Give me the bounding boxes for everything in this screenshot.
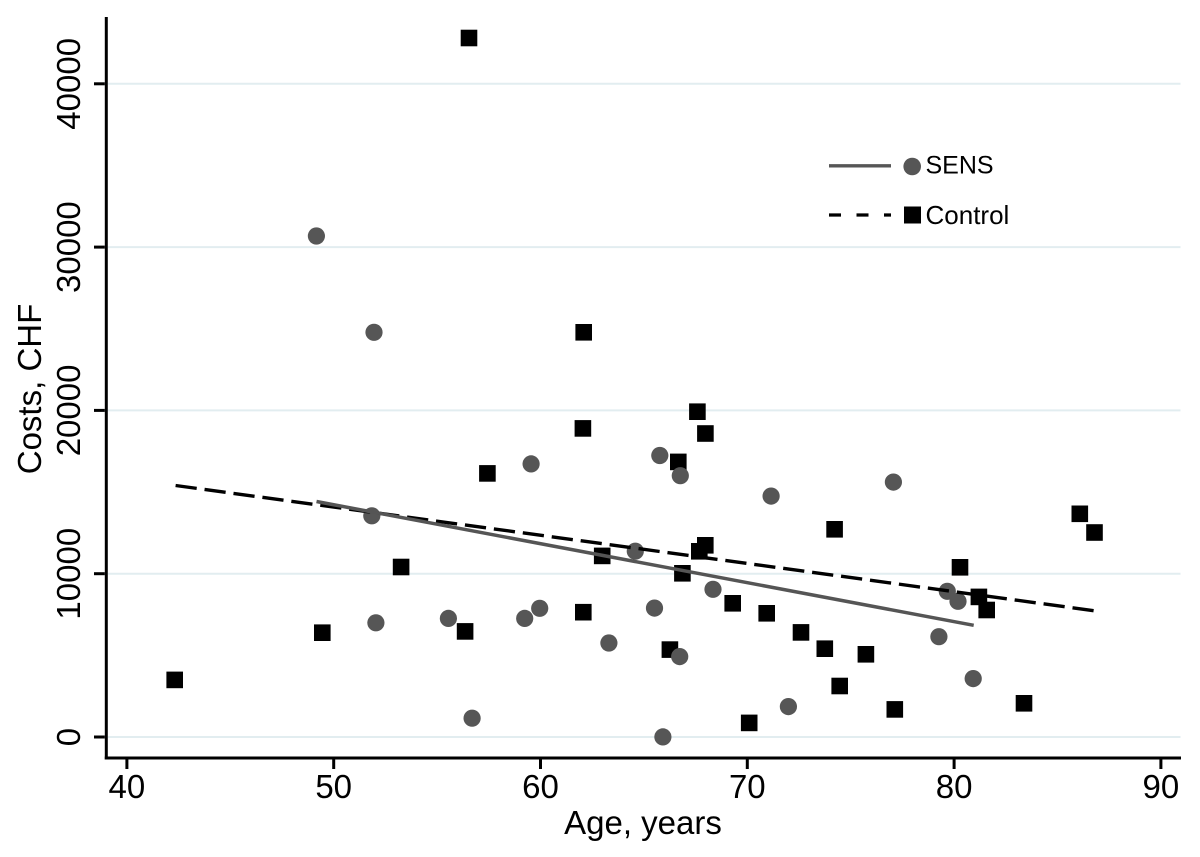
svg-text:0: 0 xyxy=(50,728,87,746)
svg-text:90: 90 xyxy=(1143,768,1180,805)
svg-text:30000: 30000 xyxy=(50,201,87,293)
svg-text:Costs, CHF: Costs, CHF xyxy=(11,304,48,475)
svg-text:40: 40 xyxy=(109,768,146,805)
svg-text:70: 70 xyxy=(729,768,766,805)
svg-text:10000: 10000 xyxy=(50,528,87,620)
svg-text:80: 80 xyxy=(936,768,973,805)
svg-text:Age, years: Age, years xyxy=(564,804,722,841)
svg-text:40000: 40000 xyxy=(50,38,87,130)
svg-text:60: 60 xyxy=(522,768,559,805)
svg-text:50: 50 xyxy=(315,768,352,805)
svg-text:SENS: SENS xyxy=(926,152,994,180)
svg-text:20000: 20000 xyxy=(50,365,87,457)
svg-text:Control: Control xyxy=(926,200,1010,230)
